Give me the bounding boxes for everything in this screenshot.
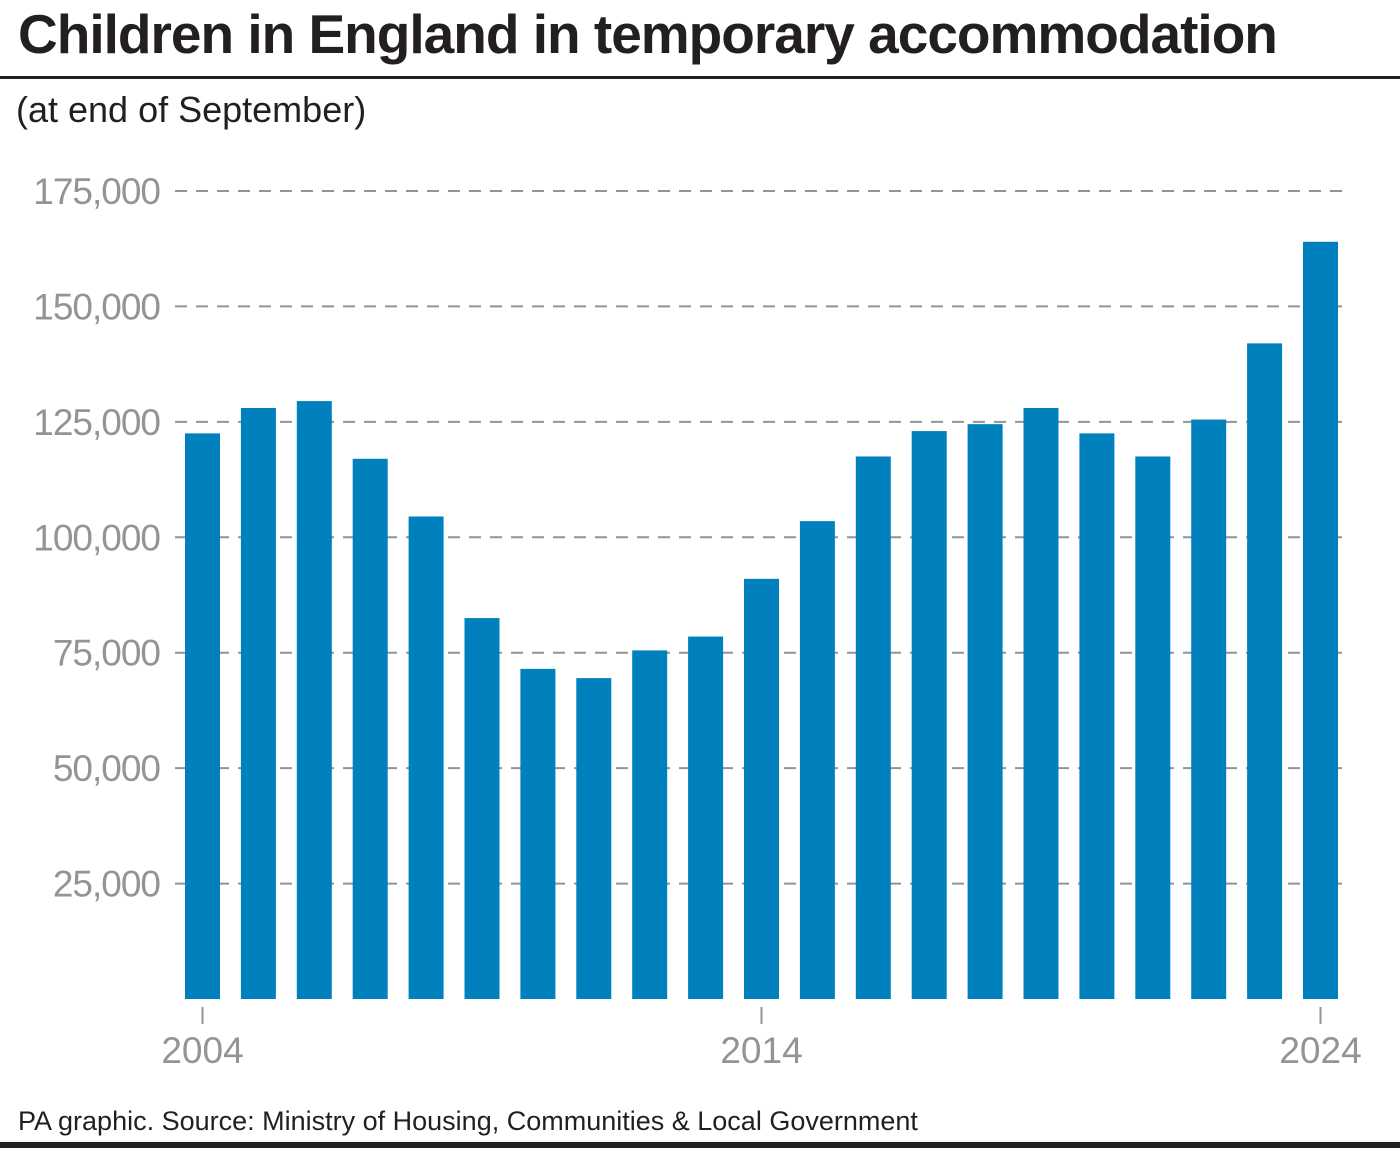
- y-tick-label: 125,000: [33, 402, 160, 443]
- bars: [185, 241, 1338, 1000]
- bar-2017: [911, 431, 947, 999]
- bar-2011: [576, 678, 612, 999]
- x-tick-label: 2014: [720, 1030, 802, 1071]
- bar-2009: [464, 618, 500, 999]
- bar-2006: [296, 401, 332, 1000]
- bar-2021: [1135, 456, 1171, 999]
- y-tick-label: 50,000: [53, 748, 161, 789]
- title-divider: [0, 76, 1400, 79]
- bar-2019: [1023, 408, 1059, 999]
- source-note: PA graphic. Source: Ministry of Housing,…: [18, 1106, 918, 1136]
- bar-2018: [967, 424, 1003, 999]
- bar-2010: [520, 668, 556, 999]
- bar-2004: [185, 433, 220, 999]
- y-tick-label: 150,000: [33, 286, 160, 327]
- x-tick-label: 2004: [161, 1030, 243, 1071]
- bar-chart: 25,000 50,000 75,000 100,000 125,000 150,000 1…: [33, 171, 1362, 1071]
- chart-title: Children in England in temporary accommo…: [18, 3, 1278, 65]
- bar-2013: [688, 636, 724, 999]
- y-tick-label: 25,000: [53, 864, 161, 905]
- x-axis: 2004 2014 2024: [161, 1007, 1362, 1071]
- y-tick-label: 100,000: [33, 517, 160, 558]
- bar-2015: [799, 521, 835, 999]
- bar-2008: [408, 516, 444, 999]
- y-tick-label: 75,000: [53, 633, 161, 674]
- bar-2014: [744, 578, 779, 999]
- bar-2020: [1079, 433, 1115, 999]
- x-tick-label: 2024: [1279, 1030, 1361, 1071]
- bar-2005: [240, 408, 276, 999]
- y-tick-label: 175,000: [33, 171, 160, 212]
- bar-2007: [352, 458, 388, 999]
- bar-2024: [1303, 241, 1338, 999]
- bar-2022: [1191, 419, 1227, 999]
- bar-2016: [855, 456, 891, 999]
- footer-divider: [0, 1142, 1400, 1148]
- bar-2012: [632, 650, 668, 999]
- y-axis-tick-labels: 25,000 50,000 75,000 100,000 125,000 150,000 1…: [33, 171, 161, 905]
- chart-subtitle: (at end of September): [16, 89, 367, 130]
- bar-2023: [1247, 343, 1283, 999]
